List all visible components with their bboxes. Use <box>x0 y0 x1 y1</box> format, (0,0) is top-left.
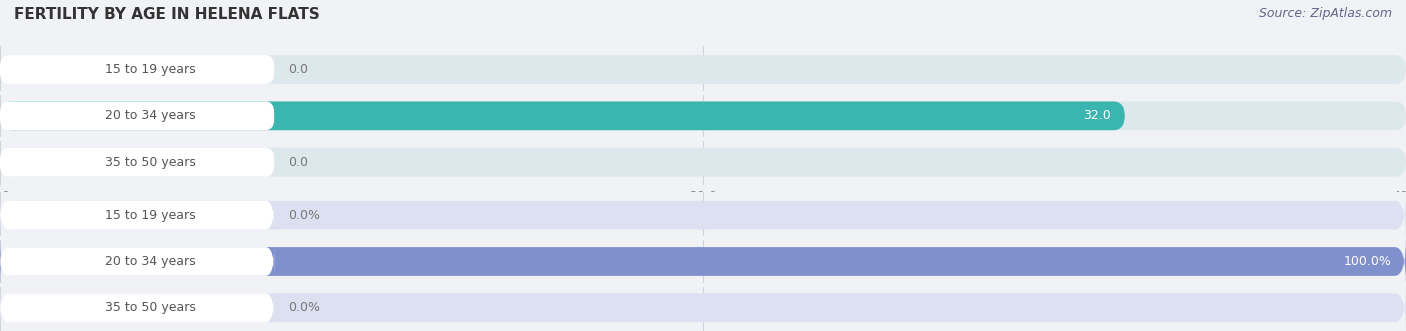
Text: Source: ZipAtlas.com: Source: ZipAtlas.com <box>1258 7 1392 20</box>
FancyBboxPatch shape <box>0 285 1406 331</box>
Text: 0.0%: 0.0% <box>288 209 321 222</box>
FancyBboxPatch shape <box>0 239 1406 284</box>
Text: 0.0: 0.0 <box>288 156 308 169</box>
Text: 35 to 50 years: 35 to 50 years <box>105 156 197 169</box>
Text: 0.0%: 0.0% <box>288 301 321 314</box>
Text: 15 to 19 years: 15 to 19 years <box>105 63 195 76</box>
Text: 0.0: 0.0 <box>288 63 308 76</box>
FancyBboxPatch shape <box>0 247 274 276</box>
FancyBboxPatch shape <box>0 102 274 130</box>
Text: 15 to 19 years: 15 to 19 years <box>105 209 195 222</box>
Text: FERTILITY BY AGE IN HELENA FLATS: FERTILITY BY AGE IN HELENA FLATS <box>14 7 319 22</box>
FancyBboxPatch shape <box>0 55 1406 84</box>
Text: 100.0%: 100.0% <box>1344 255 1392 268</box>
FancyBboxPatch shape <box>0 192 1406 238</box>
FancyBboxPatch shape <box>0 148 1406 176</box>
Text: 20 to 34 years: 20 to 34 years <box>105 255 195 268</box>
FancyBboxPatch shape <box>0 294 274 322</box>
FancyBboxPatch shape <box>0 55 274 84</box>
Text: 35 to 50 years: 35 to 50 years <box>105 301 197 314</box>
Text: 20 to 34 years: 20 to 34 years <box>105 109 195 122</box>
FancyBboxPatch shape <box>0 239 1406 284</box>
FancyBboxPatch shape <box>0 102 1125 130</box>
FancyBboxPatch shape <box>0 201 274 229</box>
Text: 32.0: 32.0 <box>1083 109 1111 122</box>
FancyBboxPatch shape <box>0 102 1406 130</box>
FancyBboxPatch shape <box>0 148 274 176</box>
